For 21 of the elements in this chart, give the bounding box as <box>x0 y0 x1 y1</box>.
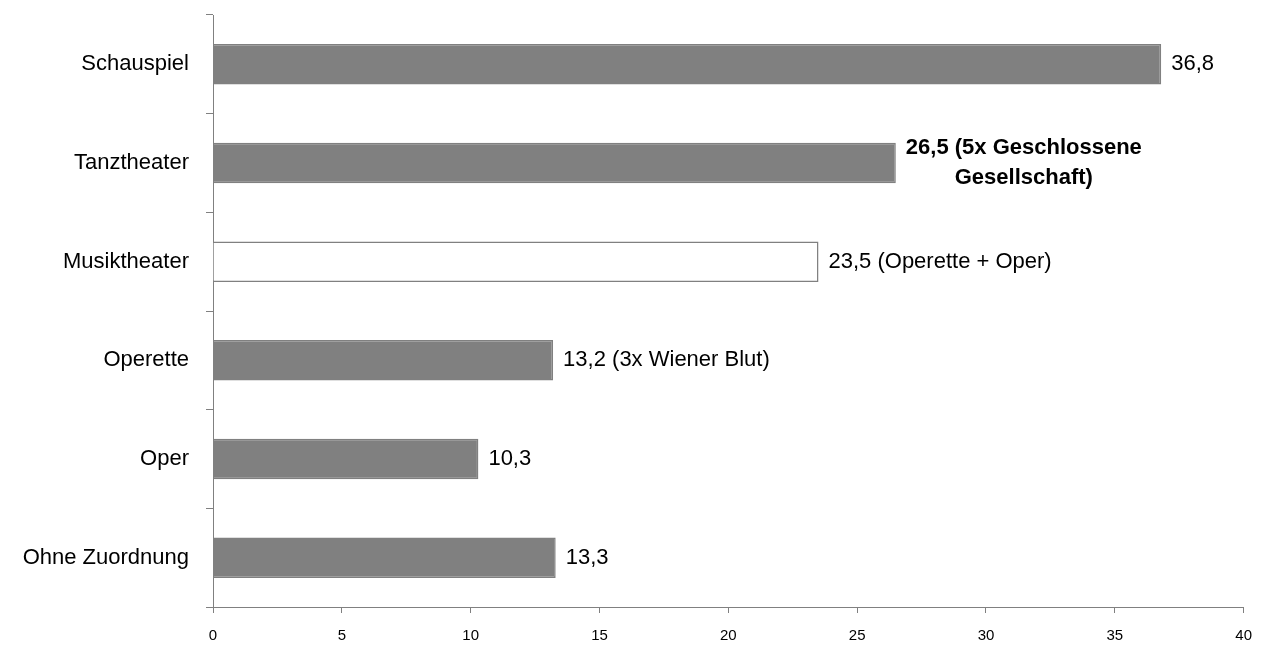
data-label: 26,5 (5x Geschlossene Gesellschaft) <box>905 134 1142 190</box>
y-tick-label: Musiktheater <box>63 247 189 273</box>
y-tick-label: Ohne Zuordnung <box>22 543 189 569</box>
x-tick-label: 20 <box>719 626 737 644</box>
data-label: 10,3 <box>488 445 532 471</box>
x-tick-label: 25 <box>848 626 866 644</box>
y-tick-label: Oper <box>140 445 189 471</box>
data-label: 13,3 <box>565 543 609 569</box>
y-tick-label: Operette <box>103 346 189 372</box>
x-tick-label: 30 <box>977 626 995 644</box>
x-tick-label: 10 <box>462 626 480 644</box>
data-label: 13,2 (3x Wiener Blut) <box>563 346 770 372</box>
data-label: 36,8 <box>1171 50 1215 76</box>
x-tick-label: 0 <box>208 626 218 644</box>
y-tick-label: Tanztheater <box>74 149 189 175</box>
x-tick-label: 35 <box>1106 626 1124 644</box>
x-tick-label: 5 <box>337 626 346 644</box>
x-tick-label: 40 <box>1235 626 1252 644</box>
y-tick-label: Schauspiel <box>81 50 189 76</box>
data-label: 23,5 (Operette + Oper) <box>828 247 1052 273</box>
x-tick-label: 15 <box>591 626 608 644</box>
